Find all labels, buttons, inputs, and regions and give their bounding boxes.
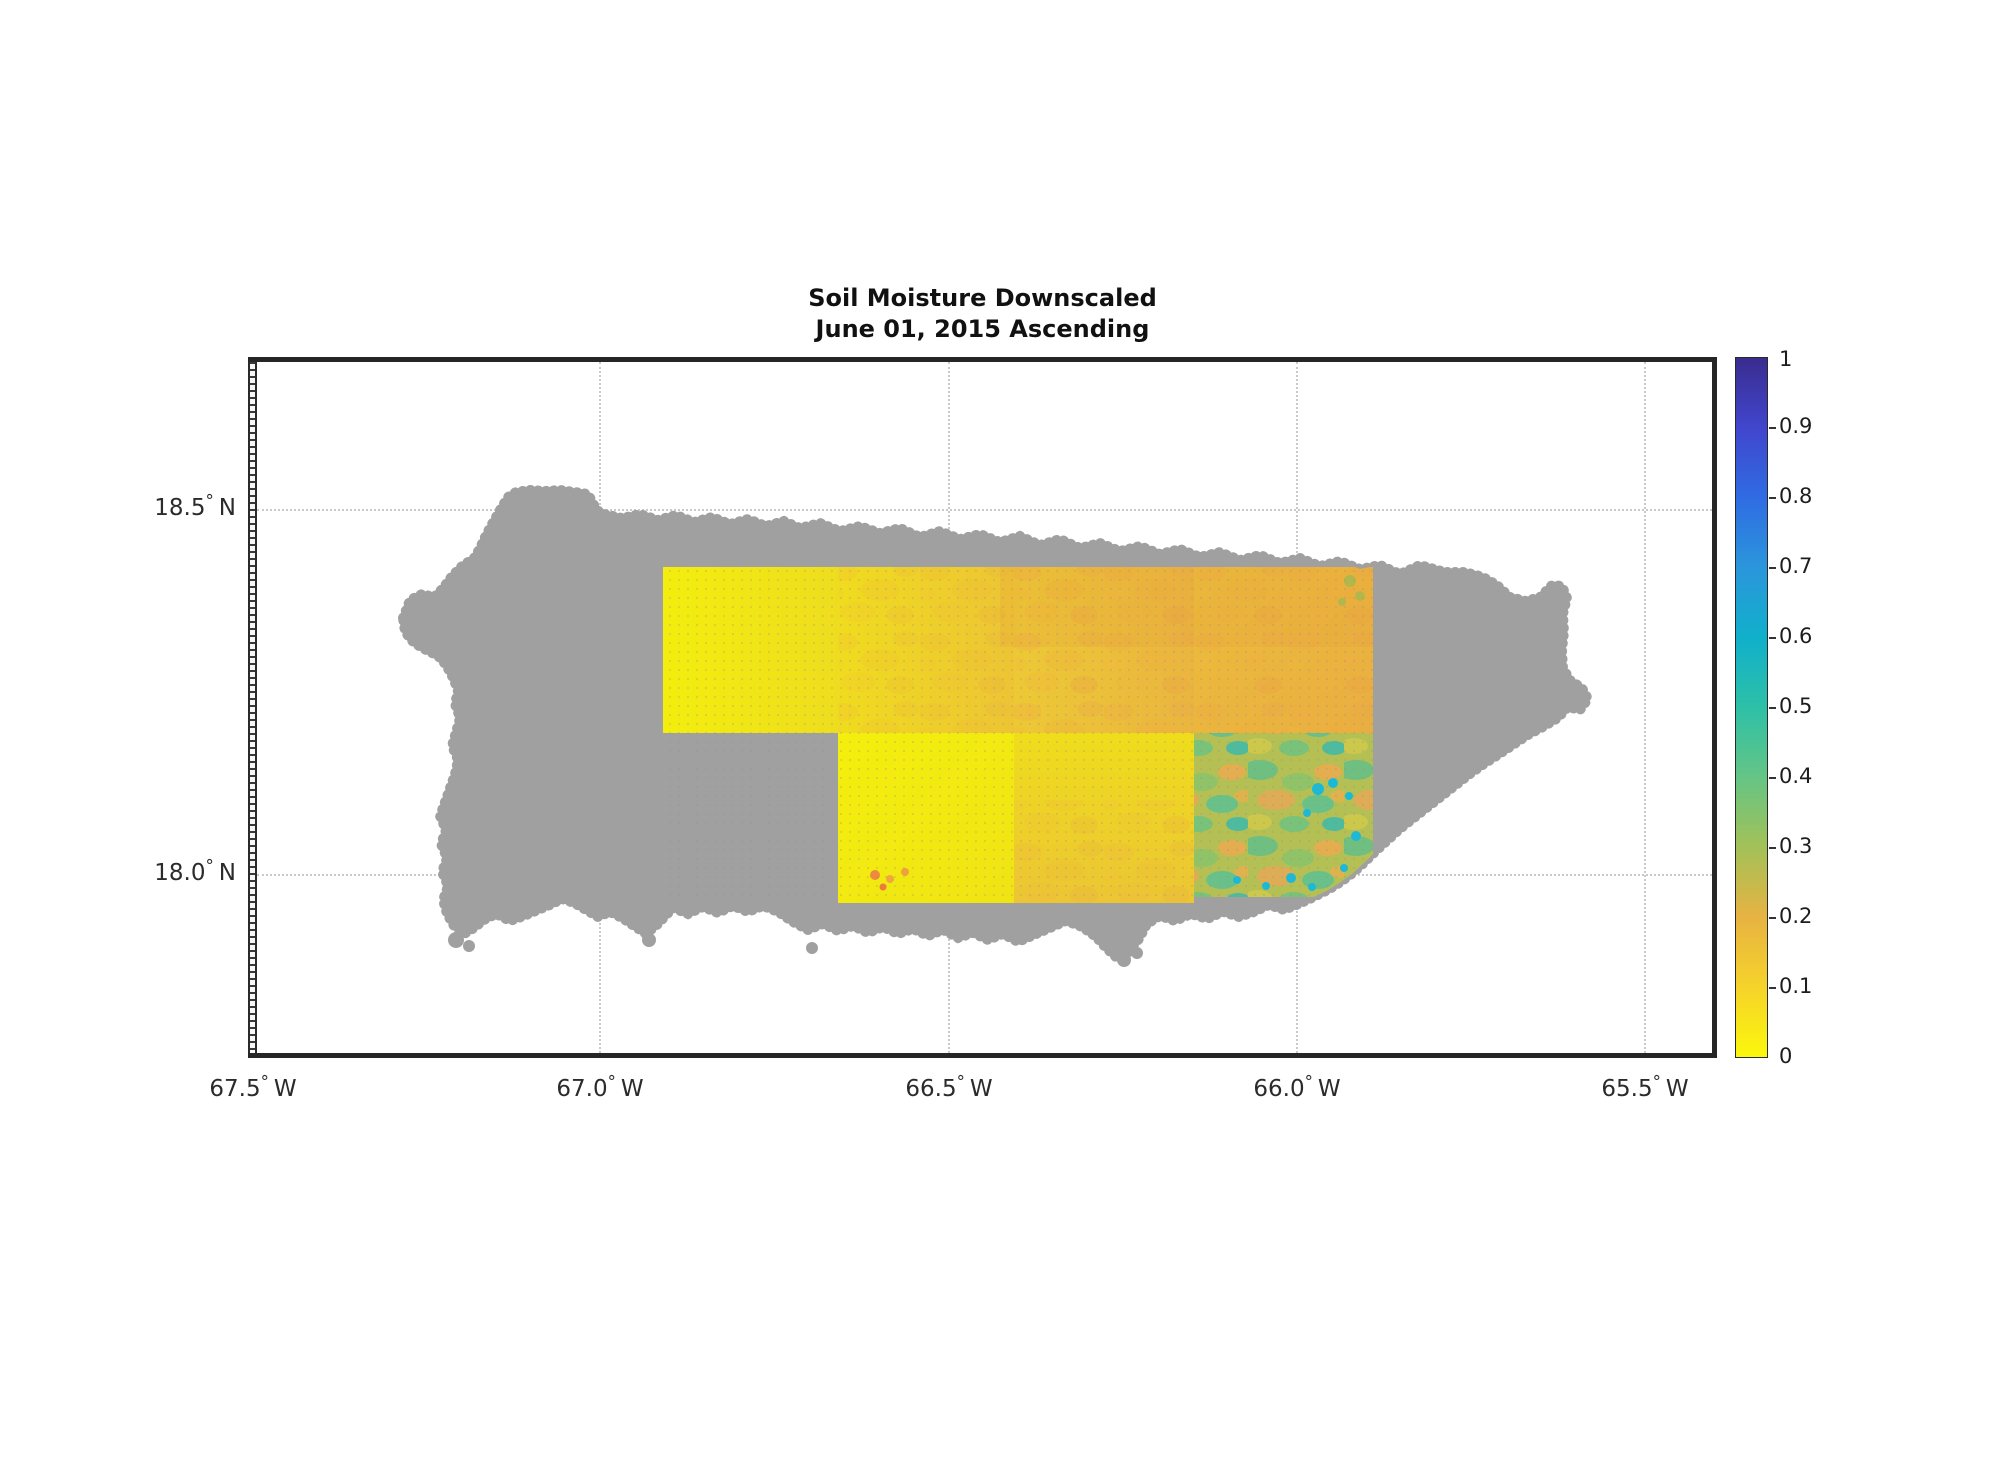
x-tick-value: 66.5 <box>905 1076 957 1102</box>
y-tick-unit: N <box>218 495 236 521</box>
gridline-18.5N <box>257 509 1712 511</box>
x-tick-unit: W <box>1665 1076 1689 1102</box>
colorbar-label-0.4: 0.4 <box>1779 764 1813 788</box>
colorbar-tick <box>1769 777 1776 779</box>
x-tick-unit: W <box>620 1076 644 1102</box>
gridline-65.5W <box>1644 362 1646 1053</box>
x-tick-unit: W <box>1317 1076 1341 1102</box>
colorbar-tick <box>1769 707 1776 709</box>
chart-title-line2: June 01, 2015 Ascending <box>815 315 1150 343</box>
degree-symbol: ° <box>1304 1072 1313 1092</box>
degree-symbol: ° <box>956 1072 965 1092</box>
degree-symbol: ° <box>260 1072 269 1092</box>
x-tick-66.5W: 66.5° W <box>869 1074 1029 1102</box>
colorbar-gradient <box>1735 357 1776 1058</box>
degree-symbol: ° <box>205 856 214 876</box>
x-tick-unit: W <box>273 1076 297 1102</box>
colorbar-label-0.1: 0.1 <box>1779 974 1813 998</box>
puerto-rico-map <box>397 484 1594 967</box>
colorbar-label-0.3: 0.3 <box>1779 834 1813 858</box>
x-tick-65.5W: 65.5° W <box>1565 1074 1725 1102</box>
x-tick-value: 65.5 <box>1601 1076 1653 1102</box>
colorbar-tick <box>1769 497 1776 499</box>
colorbar-label-1.0: 1 <box>1779 347 1793 371</box>
x-tick-66.0W: 66.0° W <box>1217 1074 1377 1102</box>
x-tick-value: 67.0 <box>556 1076 608 1102</box>
colorbar-tick <box>1769 987 1776 989</box>
colorbar-tick <box>1769 917 1776 919</box>
y-tick-value: 18.0 <box>154 860 206 886</box>
degree-symbol: ° <box>1652 1072 1661 1092</box>
y-tick-18.0N: 18.0° N <box>96 858 236 886</box>
x-tick-value: 66.0 <box>1253 1076 1305 1102</box>
y-tick-unit: N <box>218 860 236 886</box>
colorbar-label-0.6: 0.6 <box>1779 624 1813 648</box>
plot-frame-ruler-edge <box>248 362 257 1053</box>
colorbar-label-0.7: 0.7 <box>1779 554 1813 578</box>
colorbar-tick <box>1769 567 1776 569</box>
degree-symbol: ° <box>205 491 214 511</box>
x-tick-67.0W: 67.0° W <box>520 1074 680 1102</box>
colorbar-tick <box>1769 847 1776 849</box>
x-tick-value: 67.5 <box>209 1076 261 1102</box>
colorbar-tick <box>1769 637 1776 639</box>
colorbar-label-0.0: 0 <box>1779 1044 1793 1068</box>
degree-symbol: ° <box>607 1072 616 1092</box>
dot-texture <box>663 567 1373 903</box>
chart-title-line1: Soil Moisture Downscaled <box>808 284 1157 312</box>
chart-title: Soil Moisture Downscaled June 01, 2015 A… <box>248 283 1717 345</box>
colorbar-label-0.9: 0.9 <box>1779 414 1813 438</box>
y-tick-value: 18.5 <box>154 495 206 521</box>
x-tick-unit: W <box>969 1076 993 1102</box>
colorbar-label-0.2: 0.2 <box>1779 904 1813 928</box>
colorbar-label-0.5: 0.5 <box>1779 694 1813 718</box>
x-tick-67.5W: 67.5° W <box>173 1074 333 1102</box>
coastal-dot-blobs <box>448 932 1143 967</box>
colorbar-label-0.8: 0.8 <box>1779 484 1813 508</box>
colorbar-tick <box>1769 427 1776 429</box>
soil-moisture-tiles <box>663 567 1373 903</box>
y-tick-18.5N: 18.5° N <box>96 493 236 521</box>
